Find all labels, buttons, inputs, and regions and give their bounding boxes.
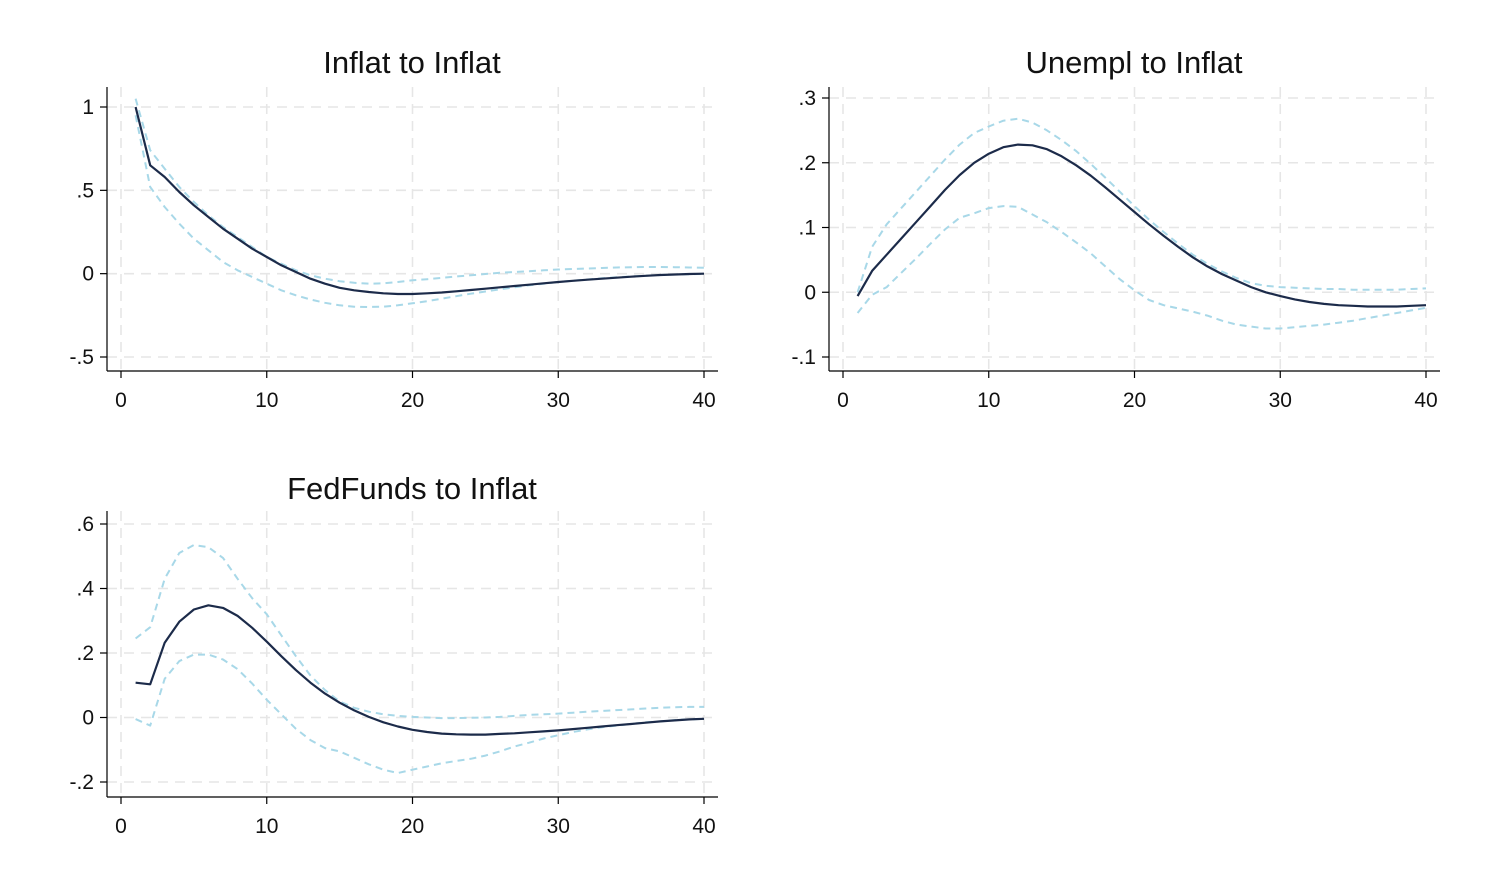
ci-lower-line — [134, 115, 705, 308]
y-tick-label: .4 — [76, 578, 94, 601]
x-tick-label: 30 — [1269, 389, 1292, 412]
x-tick-label: 10 — [255, 389, 278, 412]
x-tick-label: 40 — [692, 389, 715, 412]
plot-area: -.50.510 10 20 30 40 — [69, 87, 718, 412]
irf-line — [135, 604, 705, 736]
y-tick-label: 0 — [804, 281, 816, 304]
x-tick-label: 0 — [115, 815, 127, 838]
panel-unempl-to-inflat: Unempl to Inflat -.1 0 .1 .2 .3 0 10 20 30 40 — [791, 45, 1440, 412]
y-tick-label: .3 — [798, 87, 816, 110]
y-tick-label: -.1 — [791, 346, 816, 369]
y-tick-label: .6 — [76, 513, 94, 536]
y-tick-label: .5 — [76, 179, 94, 202]
y-tick-label: .1 — [798, 217, 816, 240]
ci-upper-line — [134, 544, 704, 720]
y-tick-label: 0 — [82, 707, 94, 730]
y-tick-label: .2 — [76, 642, 94, 665]
x-tick-label: 30 — [547, 389, 570, 412]
ci-upper-line — [856, 117, 1427, 293]
x-tick-label: 20 — [401, 389, 424, 412]
panel-fedfunds-to-inflat: FedFunds to Inflat -.2 0 .2 .4 .6 0 10 20 30 40 — [69, 471, 718, 838]
x-tick-label: 10 — [977, 389, 1000, 412]
y-tick-label: -.5 — [69, 346, 94, 369]
plot-area: -.2 0 .2 .4 .6 0 10 20 30 40 — [69, 511, 718, 838]
x-tick-label: 30 — [547, 815, 570, 838]
x-tick-label: 20 — [1123, 389, 1146, 412]
ci-lower-line — [856, 205, 1427, 330]
panel-inflat-to-inflat: Inflat to Inflat -.50.510 10 20 30 40 — [69, 45, 718, 412]
x-tick-label: 40 — [1414, 389, 1437, 412]
x-tick-label: 10 — [255, 815, 278, 838]
x-tick-label: 20 — [401, 815, 424, 838]
panel-title: FedFunds to Inflat — [287, 471, 537, 506]
plot-area: -.1 0 .1 .2 .3 0 10 20 30 40 — [791, 87, 1440, 412]
y-tick-label: -.2 — [69, 771, 94, 794]
y-tick-label: 1 — [82, 96, 94, 119]
irf-line — [856, 143, 1427, 308]
panel-title: Inflat to Inflat — [323, 45, 501, 80]
ci-upper-line — [134, 98, 705, 285]
x-tick-label: 0 — [837, 389, 849, 412]
x-tick-label: 0 — [115, 389, 127, 412]
x-tick-label: 40 — [692, 815, 715, 838]
irf-line — [134, 106, 705, 296]
y-tick-label: 0 — [82, 263, 94, 286]
panel-title: Unempl to Inflat — [1025, 45, 1242, 80]
y-tick-label: .2 — [798, 152, 816, 175]
